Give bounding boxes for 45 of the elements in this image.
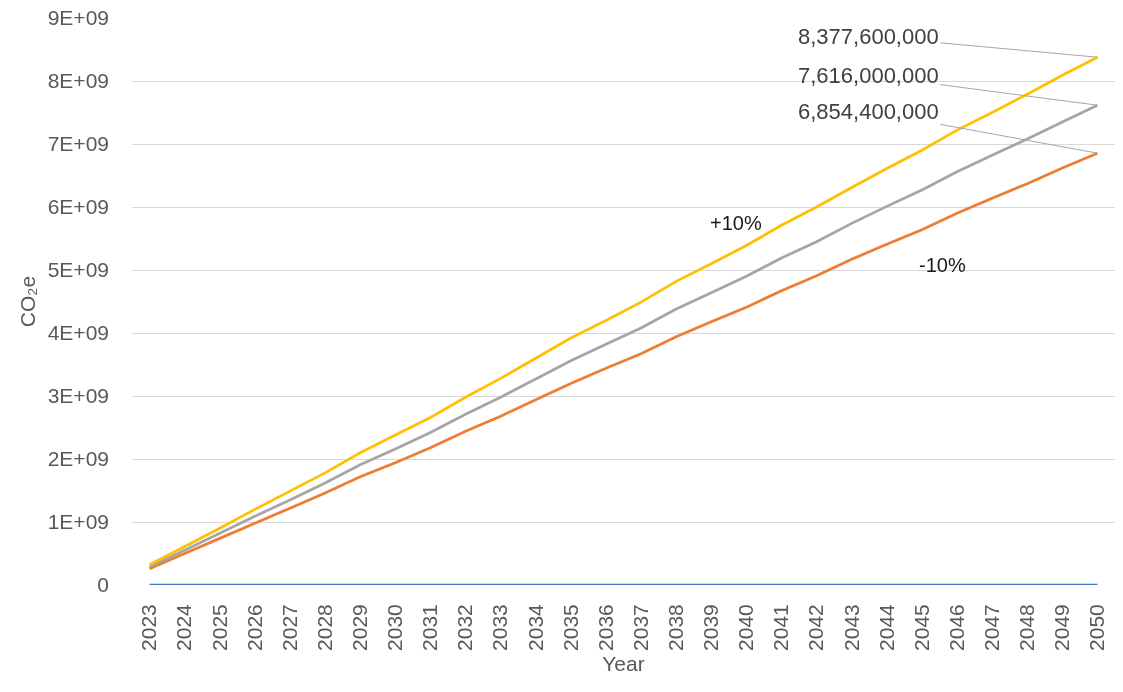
y-tick-label: 8E+09 — [47, 69, 109, 93]
y-tick-label: 2E+09 — [47, 447, 109, 471]
x-tick-label: 2025 — [207, 604, 231, 651]
y-tick-label: 4E+09 — [47, 321, 109, 345]
series-label: -10% — [919, 254, 966, 276]
x-tick-label: 2033 — [488, 604, 512, 651]
x-tick-label: 2041 — [769, 604, 793, 651]
x-tick-label: 2035 — [558, 604, 582, 651]
x-tick-label: 2023 — [137, 604, 161, 651]
x-tick-label: 2037 — [628, 604, 652, 651]
x-tick-label: 2030 — [383, 604, 407, 651]
x-tick-label: 2024 — [172, 603, 196, 651]
y-tick-label: 9E+09 — [47, 6, 109, 30]
x-tick-label: 2036 — [593, 604, 617, 651]
x-tick-label: 2039 — [699, 604, 723, 651]
y-tick-label: 3E+09 — [47, 384, 109, 408]
x-tick-label: 2031 — [418, 604, 442, 651]
x-tick-label: 2046 — [944, 604, 968, 651]
x-tick-label: 2044 — [874, 603, 898, 651]
series-label: +10% — [710, 212, 762, 234]
y-tick-label: 5E+09 — [47, 258, 109, 282]
data-label: 6,854,400,000 — [798, 99, 939, 124]
x-tick-label: 2029 — [348, 604, 372, 651]
x-tick-label: 2034 — [523, 603, 547, 651]
x-tick-label: 2047 — [979, 604, 1003, 651]
y-axis-title: CO₂e — [15, 275, 39, 328]
y-tick-label: 1E+09 — [47, 510, 109, 534]
x-tick-label: 2040 — [734, 604, 758, 651]
data-label: 8,377,600,000 — [798, 24, 939, 49]
x-tick-label: 2049 — [1050, 604, 1074, 651]
x-tick-label: 2032 — [453, 604, 477, 651]
y-tick-label: 6E+09 — [47, 195, 109, 219]
data-label: 7,616,000,000 — [798, 63, 939, 88]
y-tick-label: 0 — [97, 573, 109, 597]
x-tick-label: 2028 — [312, 604, 336, 651]
x-tick-label: 2043 — [839, 604, 863, 651]
x-tick-label: 2026 — [242, 604, 266, 651]
x-tick-label: 2045 — [909, 604, 933, 651]
x-tick-label: 2027 — [277, 604, 301, 651]
x-axis-title: Year — [602, 652, 645, 676]
x-tick-label: 2048 — [1015, 604, 1039, 651]
x-tick-label: 2042 — [804, 604, 828, 651]
x-tick-label: 2038 — [663, 604, 687, 651]
y-tick-label: 7E+09 — [47, 132, 109, 156]
x-tick-label: 2050 — [1085, 604, 1109, 651]
